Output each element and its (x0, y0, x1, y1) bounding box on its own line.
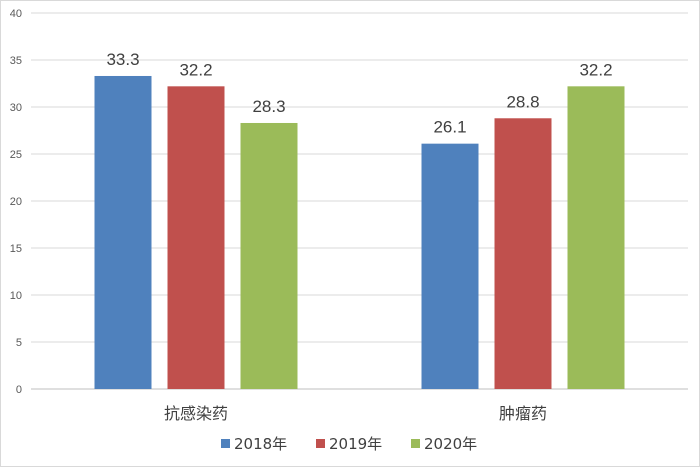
x-category-label: 肿瘤药 (499, 404, 547, 423)
y-tick-label: 10 (10, 290, 22, 302)
bar (494, 118, 552, 389)
bar (240, 122, 298, 389)
data-label: 26.1 (433, 118, 466, 137)
bar (421, 143, 479, 389)
y-tick-label: 20 (10, 196, 22, 208)
bar (167, 86, 225, 389)
legend-label: 2018年 (234, 435, 287, 453)
bars (94, 75, 625, 389)
data-labels: 33.3 32.2 28.3 26.1 28.8 32.2 (106, 50, 612, 137)
y-tick-label: 0 (16, 384, 22, 396)
legend-swatch (316, 439, 325, 448)
bar (567, 86, 625, 389)
x-axis-categories: 抗感染药 肿瘤药 (164, 404, 547, 423)
y-axis-ticks: 0 5 10 15 20 25 30 35 40 (10, 8, 22, 396)
y-tick-label: 40 (10, 8, 22, 20)
y-tick-label: 25 (10, 149, 22, 161)
legend-swatch (221, 439, 230, 448)
data-label: 32.2 (179, 60, 212, 79)
y-tick-label: 35 (10, 55, 22, 67)
legend-swatch (411, 439, 420, 448)
legend-label: 2019年 (329, 435, 382, 453)
y-tick-label: 5 (16, 337, 22, 349)
legend-label: 2020年 (424, 435, 477, 453)
data-label: 32.2 (579, 60, 612, 79)
data-label: 28.8 (506, 92, 539, 111)
data-label: 33.3 (106, 50, 139, 69)
bar (94, 75, 152, 389)
y-tick-label: 15 (10, 243, 22, 255)
data-label: 28.3 (252, 97, 285, 116)
legend: 2018年 2019年 2020年 (221, 435, 477, 453)
y-tick-label: 30 (10, 102, 22, 114)
x-category-label: 抗感染药 (164, 404, 228, 423)
